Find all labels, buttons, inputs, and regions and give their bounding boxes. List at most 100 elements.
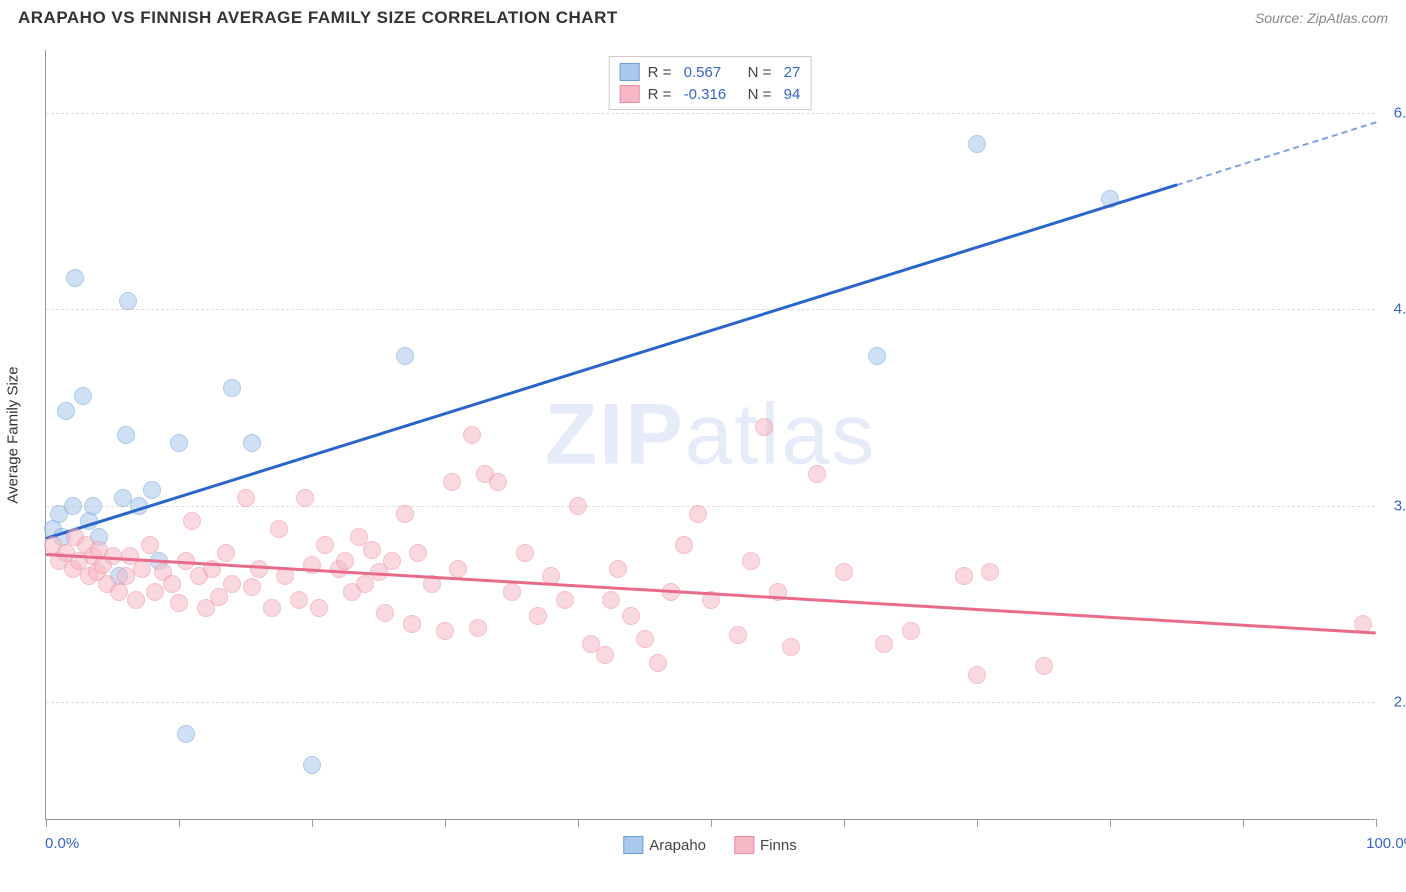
scatter-point-finns (649, 654, 667, 672)
scatter-point-finns (237, 489, 255, 507)
legend-stat-row: R =0.567N =27 (620, 61, 801, 83)
scatter-point-finns (436, 622, 454, 640)
trend-line-dashed-arapaho (1176, 121, 1376, 186)
gridline (46, 702, 1375, 703)
x-tick (1376, 819, 1377, 827)
legend-swatch (620, 85, 640, 103)
legend-n-value: 27 (784, 64, 801, 81)
scatter-point-finns (742, 552, 760, 570)
x-axis-min-label: 0.0% (45, 835, 79, 852)
legend-label: Arapaho (649, 837, 706, 854)
y-tick-label: 3.50 (1379, 497, 1406, 514)
scatter-point-finns (489, 473, 507, 491)
source-label: Source: ZipAtlas.com (1255, 10, 1388, 26)
scatter-point-finns (1035, 657, 1053, 675)
scatter-point-finns (503, 583, 521, 601)
scatter-point-finns (755, 418, 773, 436)
scatter-point-finns (902, 622, 920, 640)
scatter-point-finns (336, 552, 354, 570)
scatter-point-finns (223, 575, 241, 593)
scatter-point-finns (556, 591, 574, 609)
scatter-point-finns (217, 544, 235, 562)
scatter-point-arapaho (396, 347, 414, 365)
scatter-point-finns (602, 591, 620, 609)
x-tick (1243, 819, 1244, 827)
legend-swatch (620, 63, 640, 81)
scatter-point-finns (270, 520, 288, 538)
watermark-bold: ZIP (545, 386, 685, 482)
scatter-point-finns (376, 604, 394, 622)
scatter-point-arapaho (223, 379, 241, 397)
scatter-point-finns (127, 591, 145, 609)
legend-n-label: N = (748, 86, 776, 103)
scatter-point-finns (675, 536, 693, 554)
scatter-point-finns (396, 505, 414, 523)
scatter-point-arapaho (57, 402, 75, 420)
title-bar: ARAPAHO VS FINNISH AVERAGE FAMILY SIZE C… (0, 0, 1406, 32)
scatter-point-arapaho (143, 481, 161, 499)
scatter-point-finns (263, 599, 281, 617)
x-axis-max-label: 100.0% (1366, 835, 1406, 852)
scatter-point-finns (133, 560, 151, 578)
legend-swatch (623, 836, 643, 854)
scatter-point-finns (981, 563, 999, 581)
scatter-point-arapaho (170, 434, 188, 452)
scatter-point-finns (409, 544, 427, 562)
x-tick (711, 819, 712, 827)
y-tick-label: 6.00 (1379, 104, 1406, 121)
scatter-point-finns (183, 512, 201, 530)
scatter-point-finns (782, 638, 800, 656)
x-tick (578, 819, 579, 827)
legend-label: Finns (760, 837, 797, 854)
x-tick (1110, 819, 1111, 827)
scatter-point-finns (875, 635, 893, 653)
scatter-point-arapaho (64, 497, 82, 515)
legend-stats: R =0.567N =27 R = -0.316 N = 94 (609, 56, 812, 110)
y-axis-title: Average Family Size (5, 366, 22, 503)
scatter-point-finns (622, 607, 640, 625)
scatter-point-arapaho (868, 347, 886, 365)
x-tick (46, 819, 47, 827)
scatter-point-finns (163, 575, 181, 593)
legend-item: Arapaho (623, 836, 706, 854)
scatter-point-finns (110, 583, 128, 601)
scatter-point-finns (276, 567, 294, 585)
scatter-point-finns (469, 619, 487, 637)
legend-r-label: R = (648, 86, 676, 103)
scatter-point-finns (516, 544, 534, 562)
scatter-point-arapaho (243, 434, 261, 452)
watermark-rest: atlas (685, 386, 877, 482)
scatter-point-arapaho (84, 497, 102, 515)
x-tick (977, 819, 978, 827)
x-tick (179, 819, 180, 827)
x-tick (445, 819, 446, 827)
scatter-point-finns (296, 489, 314, 507)
scatter-point-finns (141, 536, 159, 554)
scatter-point-finns (290, 591, 308, 609)
scatter-point-arapaho (968, 135, 986, 153)
scatter-point-finns (569, 497, 587, 515)
scatter-point-finns (243, 578, 261, 596)
x-tick (312, 819, 313, 827)
scatter-point-arapaho (66, 269, 84, 287)
plot-area: ZIPatlas 2.253.504.756.00 Average Family… (45, 50, 1375, 820)
gridline (46, 309, 1375, 310)
scatter-point-finns (310, 599, 328, 617)
scatter-point-arapaho (117, 426, 135, 444)
gridline (46, 113, 1375, 114)
scatter-point-arapaho (74, 387, 92, 405)
legend-series: Arapaho Finns (623, 836, 796, 854)
scatter-point-arapaho (177, 725, 195, 743)
scatter-point-finns (363, 541, 381, 559)
legend-n-value: 94 (784, 86, 801, 103)
legend-r-value: -0.316 (684, 86, 740, 103)
legend-item: Finns (734, 836, 797, 854)
scatter-point-finns (636, 630, 654, 648)
scatter-point-finns (596, 646, 614, 664)
legend-stat-row: R = -0.316 N = 94 (620, 83, 801, 105)
scatter-point-finns (403, 615, 421, 633)
scatter-point-finns (968, 666, 986, 684)
scatter-point-finns (529, 607, 547, 625)
scatter-point-finns (955, 567, 973, 585)
scatter-point-finns (689, 505, 707, 523)
